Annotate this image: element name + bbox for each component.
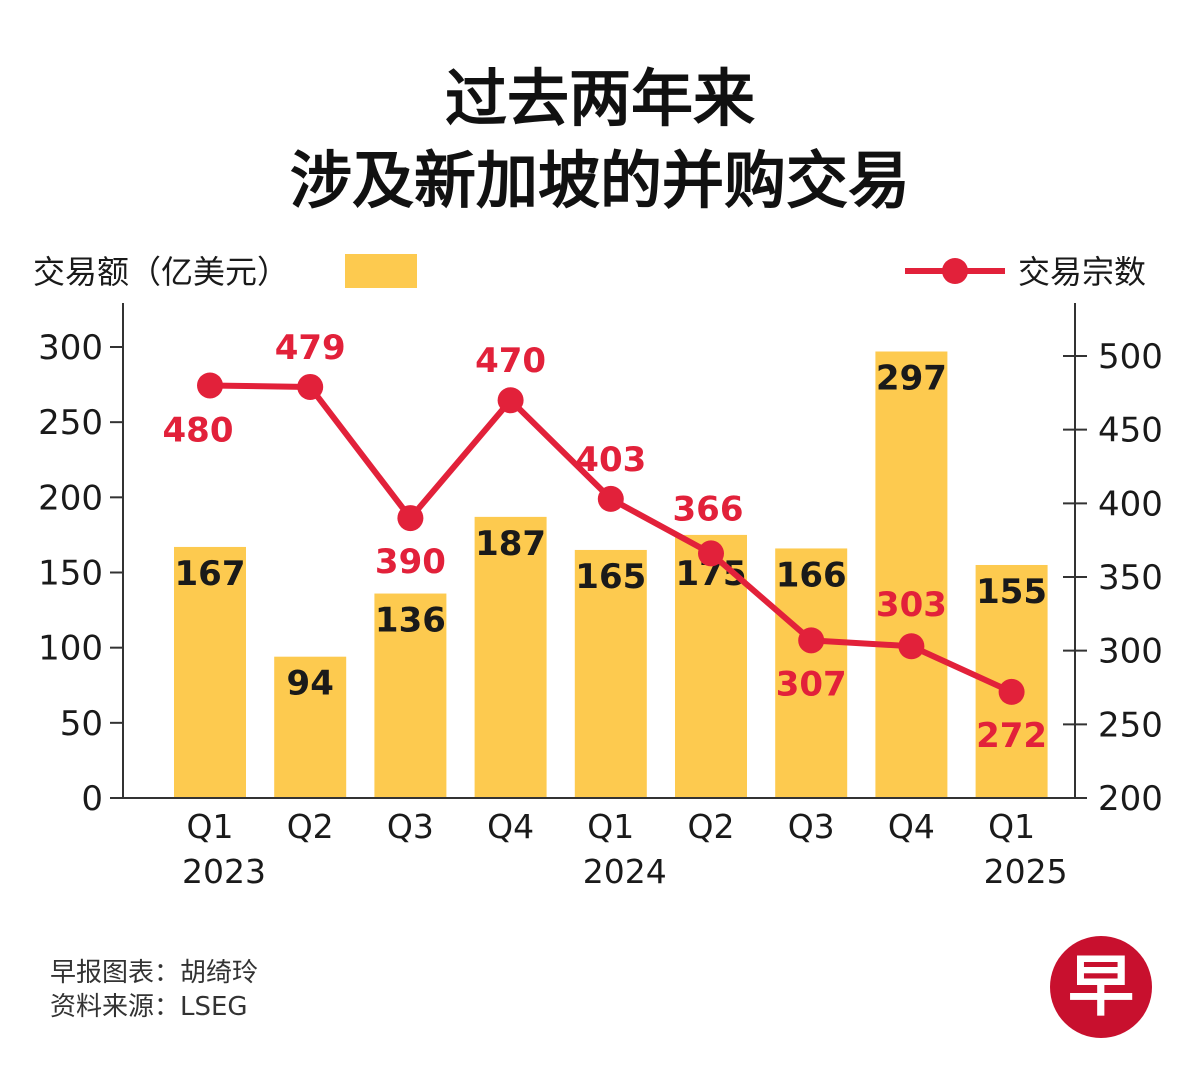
count-value-label-5: 366 [673,489,744,529]
bar-value-label-4: 165 [575,557,646,597]
right-tick-label-350: 350 [1098,558,1163,598]
bar-value-label-8: 155 [976,572,1047,612]
bar-5 [675,534,747,798]
count-point-3 [497,387,524,414]
count-value-label-7: 303 [876,585,947,625]
line-legend-marker [942,258,968,284]
x-tick-label-3: Q4 [487,807,534,846]
right-tick-label-250: 250 [1098,705,1163,745]
count-point-7 [898,633,925,660]
credit-author: 早报图表：胡绮玲 [50,958,259,988]
left-tick-label-150: 150 [38,554,103,594]
year-label-2023: 2023 [182,852,266,891]
bar-value-label-6: 166 [776,555,847,595]
left-tick-label-200: 200 [38,478,103,518]
right-tick-label-500: 500 [1098,337,1163,377]
count-value-label-3: 470 [475,341,546,381]
chart-title-line2: 涉及新加坡的并购交易 [289,144,910,217]
bar-3 [474,516,547,798]
credit-source: 资料来源：LSEG [50,992,248,1022]
x-tick-label-5: Q2 [688,807,735,846]
count-value-label-6: 307 [776,664,847,704]
left-tick-label-0: 0 [81,779,103,819]
chart-title-line1: 过去两年来 [444,62,755,135]
bar-4 [574,549,647,798]
right-tick-label-300: 300 [1098,632,1163,672]
count-point-0 [197,372,223,399]
count-point-5 [698,540,724,567]
right-tick-label-450: 450 [1098,411,1163,451]
count-value-label-4: 403 [575,440,646,480]
x-tick-label-4: Q1 [587,807,634,846]
count-value-label-0: 480 [163,410,234,450]
right-tick-label-200: 200 [1098,779,1163,819]
bar-value-label-3: 187 [475,524,546,564]
zaobao-logo: 早 [1050,936,1152,1038]
bar-2 [374,593,447,798]
x-tick-label-2: Q3 [387,807,434,846]
left-tick-label-250: 250 [38,403,103,443]
bar-value-label-2: 136 [375,601,446,641]
right-axis-legend-label: 交易宗数 [1018,253,1146,291]
count-point-2 [397,505,424,532]
x-tick-label-6: Q3 [788,807,835,846]
x-tick-label-0: Q1 [187,807,234,846]
count-value-label-8: 272 [976,716,1047,756]
bar-legend-swatch [345,254,417,288]
left-axis-legend-label: 交易额（亿美元） [33,253,289,291]
bar-value-label-1: 94 [287,664,334,704]
bar-6 [775,548,848,798]
bar-value-label-7: 297 [876,359,947,399]
x-tick-label-1: Q2 [287,807,334,846]
left-tick-label-100: 100 [38,629,103,669]
count-value-label-2: 390 [375,542,446,582]
bar-1 [274,656,347,798]
count-point-1 [297,373,324,400]
left-tick-label-50: 50 [60,704,103,744]
count-value-label-1: 479 [275,328,346,368]
year-label-2025: 2025 [984,852,1068,891]
count-point-4 [597,485,624,512]
right-tick-label-400: 400 [1098,484,1163,524]
x-tick-label-7: Q4 [888,807,935,846]
left-tick-label-300: 300 [38,328,103,368]
year-label-2024: 2024 [583,852,667,891]
x-tick-label-8: Q1 [988,807,1035,846]
bar-7 [875,351,948,798]
bar-value-label-0: 167 [175,554,246,594]
count-point-8 [998,678,1025,705]
bar-0 [174,546,246,798]
count-point-6 [798,627,825,654]
